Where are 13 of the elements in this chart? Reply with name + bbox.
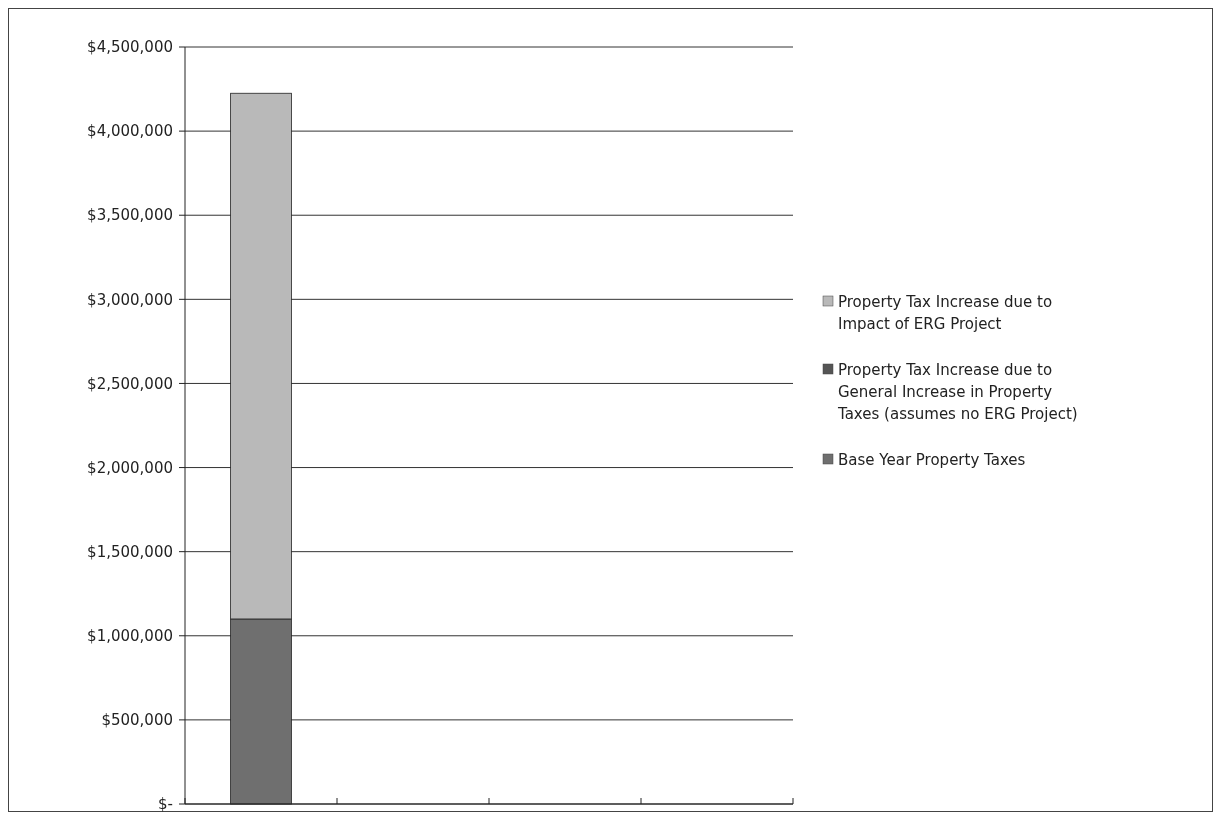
y-tick-label: $2,000,000 <box>87 458 173 477</box>
y-tick-label: $- <box>158 795 173 814</box>
legend-label: Property Tax Increase due to Impact of ERG Project <box>838 293 1053 334</box>
legend-label: Property Tax Increase due to General Increase in Property Taxes (assumes no ERG Project) <box>837 361 1078 424</box>
y-tick-label: $1,000,000 <box>87 627 173 646</box>
y-tick-label: $3,500,000 <box>87 206 173 225</box>
y-tick-label: $3,000,000 <box>87 290 173 309</box>
y-tick-label: $1,500,000 <box>87 542 173 561</box>
legend-label: Base Year Property Taxes <box>838 451 1026 470</box>
y-tick-label: $2,500,000 <box>87 374 173 393</box>
y-tick-label: $4,500,000 <box>87 38 173 57</box>
y-tick-label: $4,000,000 <box>87 122 173 141</box>
y-tick-label: $500,000 <box>101 711 173 730</box>
